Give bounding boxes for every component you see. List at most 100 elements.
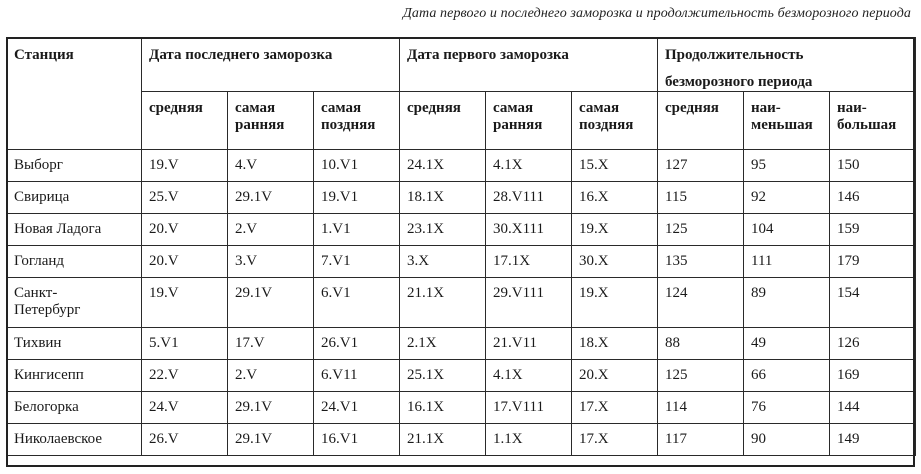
table-row: Выборг 19.V 4.V 10.V1 24.1X 4.1X 15.X 127 95 150 (6, 149, 917, 182)
cell-first-avg: 3.X (399, 245, 486, 278)
station-cell: Новая Ладога (6, 213, 142, 246)
cell-first-early: 17.1X (485, 245, 572, 278)
cell-first-late: 17.X (571, 423, 658, 456)
cell-first-late: 17.X (571, 391, 658, 424)
header-station: Станция (6, 37, 142, 150)
station-cell: Тихвин (6, 327, 142, 360)
cell-dur-max: 126 (828, 327, 917, 360)
cell-last-late: 10.V1 (313, 149, 400, 182)
cell-last-avg: 25.V (141, 181, 228, 214)
cell-dur-max: 159 (828, 213, 917, 246)
cell-dur-max: 144 (828, 391, 917, 424)
header-last-earliest: самая ранняя (227, 91, 314, 150)
cell-dur-avg: 124 (657, 277, 744, 328)
station-cell: Свирица (6, 181, 142, 214)
header-last-latest: самая поздняя (313, 91, 400, 150)
cell-last-avg: 5.V1 (141, 327, 228, 360)
cell-first-late: 19.X (571, 213, 658, 246)
cell-first-early: 17.V111 (485, 391, 572, 424)
cell-first-late: 30.X (571, 245, 658, 278)
cell-first-late: 15.X (571, 149, 658, 182)
cell-first-avg: 21.1X (399, 423, 486, 456)
header-row-subcolumns: средняя самая ранняя самая поздняя средняя… (7, 91, 917, 150)
cell-dur-avg: 125 (657, 359, 744, 392)
cell-last-avg: 20.V (141, 213, 228, 246)
cell-first-early: 4.1X (485, 149, 572, 182)
cell-last-avg: 19.V (141, 277, 228, 328)
cell-last-early: 29.1V (227, 277, 314, 328)
cell-dur-avg: 125 (657, 213, 744, 246)
cell-last-avg: 22.V (141, 359, 228, 392)
cell-dur-avg: 135 (657, 245, 744, 278)
cell-dur-max: 146 (828, 181, 917, 214)
cell-last-late: 16.V1 (313, 423, 400, 456)
cell-dur-avg: 127 (657, 149, 744, 182)
table-body: Выборг 19.V 4.V 10.V1 24.1X 4.1X 15.X 127 95 150 С… (6, 149, 917, 456)
header-first-frost: Дата первого заморозка (399, 37, 658, 92)
cell-last-late: 7.V1 (313, 245, 400, 278)
table-row: Санкт- Петербург 19.V 29.1V 6.V1 21.1X 29.V111… (6, 277, 917, 328)
header-duration-line2: безморозного периода (665, 74, 813, 90)
header-duration-max: наи-большая (828, 91, 917, 150)
cell-dur-avg: 117 (657, 423, 744, 456)
cell-last-early: 3.V (227, 245, 314, 278)
cell-first-late: 20.X (571, 359, 658, 392)
cell-first-late: 16.X (571, 181, 658, 214)
cell-dur-max: 150 (828, 149, 917, 182)
table-row: Гогланд 20.V 3.V 7.V1 3.X 17.1X 30.X 135 111 179 (6, 245, 917, 278)
header-last-frost: Дата последнего заморозка (141, 37, 400, 92)
cell-last-early: 29.1V (227, 423, 314, 456)
cell-first-avg: 21.1X (399, 277, 486, 328)
table-row: Белогорка 24.V 29.1V 24.V1 16.1X 17.V111 17.X 1… (6, 391, 917, 424)
cell-last-avg: 24.V (141, 391, 228, 424)
header-row-groups: Станция Дата последнего заморозка Дата п… (6, 37, 917, 150)
table-caption: Дата первого и последнего заморозка и пр… (402, 6, 911, 21)
cell-last-early: 29.1V (227, 181, 314, 214)
cell-last-avg: 20.V (141, 245, 228, 278)
header-duration-min: наи-меньшая (743, 91, 830, 150)
cell-last-late: 26.V1 (313, 327, 400, 360)
station-cell: Санкт- Петербург (6, 277, 142, 328)
cell-last-early: 4.V (227, 149, 314, 182)
cell-first-avg: 24.1X (399, 149, 486, 182)
table-row: Новая Ладога 20.V 2.V 1.V1 23.1X 30.X111 19.X 1… (6, 213, 917, 246)
header-first-earliest: самая ранняя (485, 91, 572, 150)
cell-dur-min: 76 (743, 391, 830, 424)
cell-first-early: 21.V11 (485, 327, 572, 360)
cell-dur-max: 169 (828, 359, 917, 392)
header-first-avg: средняя (399, 91, 486, 150)
cell-last-late: 19.V1 (313, 181, 400, 214)
cell-dur-max: 154 (828, 277, 917, 328)
cell-dur-min: 49 (743, 327, 830, 360)
cell-last-avg: 26.V (141, 423, 228, 456)
header-frost-free-duration: Продолжительность безморозного периода (656, 37, 917, 92)
station-cell: Выборг (6, 149, 142, 182)
header-duration-line1: Продолжительность (665, 47, 804, 63)
cell-dur-min: 95 (743, 149, 830, 182)
cell-last-late: 6.V1 (313, 277, 400, 328)
cell-first-avg: 2.1X (399, 327, 486, 360)
cell-dur-min: 104 (743, 213, 830, 246)
cell-dur-avg: 115 (657, 181, 744, 214)
cell-first-avg: 25.1X (399, 359, 486, 392)
cell-dur-avg: 114 (657, 391, 744, 424)
table-row: Кингисепп 22.V 2.V 6.V11 25.1X 4.1X 20.X 125 66 1… (6, 359, 917, 392)
table-row: Николаевское 26.V 29.1V 16.V1 21.1X 1.1X 17.X 1… (6, 423, 917, 456)
cell-first-avg: 16.1X (399, 391, 486, 424)
cell-first-early: 29.V111 (485, 277, 572, 328)
cell-first-avg: 23.1X (399, 213, 486, 246)
cell-last-avg: 19.V (141, 149, 228, 182)
cell-dur-min: 89 (743, 277, 830, 328)
station-cell: Кингисепп (6, 359, 142, 392)
cell-last-early: 2.V (227, 213, 314, 246)
cell-first-early: 4.1X (485, 359, 572, 392)
cell-dur-avg: 88 (657, 327, 744, 360)
cell-first-early: 1.1X (485, 423, 572, 456)
cell-dur-max: 149 (828, 423, 917, 456)
cell-last-early: 2.V (227, 359, 314, 392)
station-cell: Николаевское (6, 423, 142, 456)
cell-first-late: 19.X (571, 277, 658, 328)
cell-dur-min: 111 (743, 245, 830, 278)
cell-dur-min: 66 (743, 359, 830, 392)
station-cell: Гогланд (6, 245, 142, 278)
